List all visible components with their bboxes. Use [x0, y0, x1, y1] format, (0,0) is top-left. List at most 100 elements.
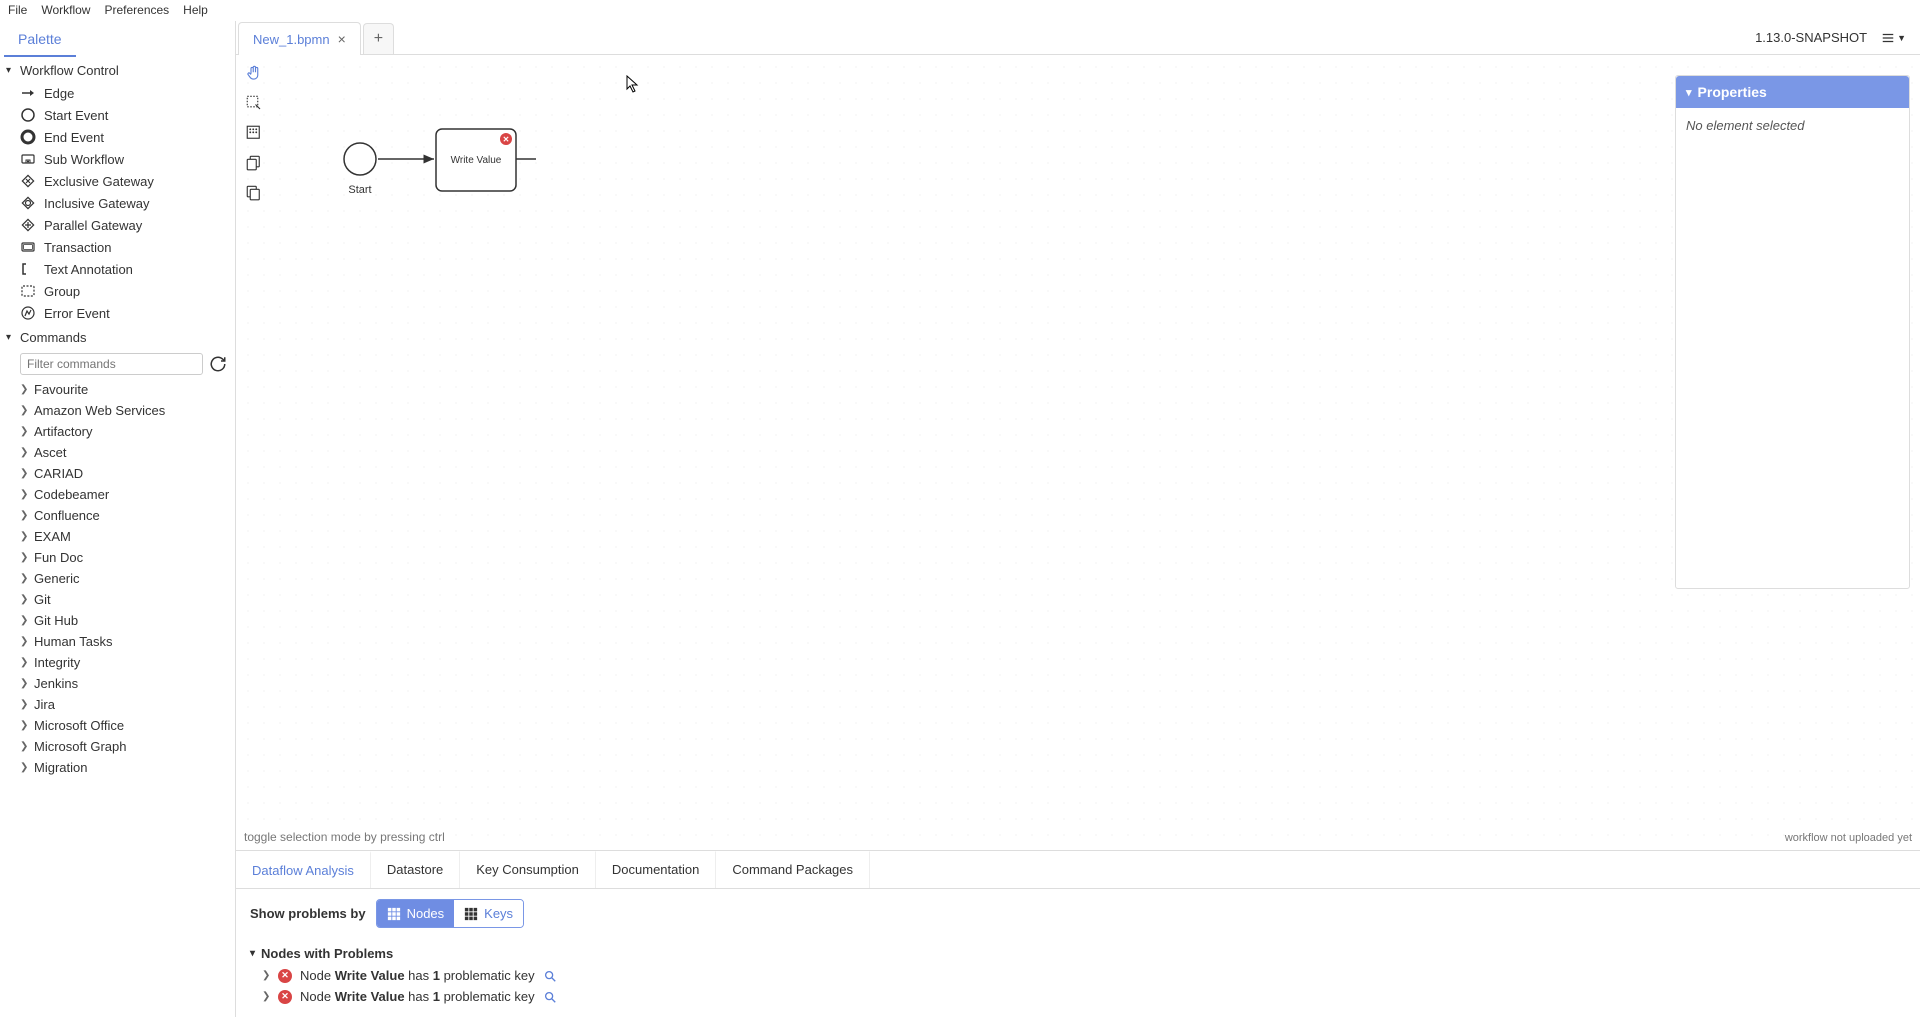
command-group-label: Codebeamer — [34, 487, 109, 502]
chevron-right-icon: ❯ — [20, 636, 28, 647]
palette-item-group[interactable]: Group — [0, 280, 235, 302]
refresh-icon[interactable] — [209, 355, 227, 373]
command-group-migration[interactable]: ❯Migration — [0, 757, 235, 778]
palette-item-label: Parallel Gateway — [44, 218, 142, 233]
command-group-confluence[interactable]: ❯ Confluence — [0, 505, 235, 526]
workflow-control-section[interactable]: ▾ Workflow Control — [0, 57, 235, 82]
command-group-label: Jira — [34, 697, 55, 712]
text-annotation-icon — [20, 261, 36, 277]
chevron-right-icon: ❯ — [20, 510, 28, 521]
command-group-integrity[interactable]: ❯Integrity — [0, 652, 235, 673]
command-group-fun-doc[interactable]: ❯ Fun Doc — [0, 547, 235, 568]
hamburger-icon — [1881, 31, 1895, 45]
palette-item-sub-workflow[interactable]: Sub Workflow — [0, 148, 235, 170]
command-group-amazon-web-services[interactable]: ❯Amazon Web Services — [0, 400, 235, 421]
grid-icon — [387, 907, 401, 921]
command-group-label: Favourite — [34, 382, 88, 397]
command-group-generic[interactable]: ❯Generic — [0, 568, 235, 589]
properties-panel: ▾ Properties No element selected — [1675, 75, 1910, 589]
command-group-label: Ascet — [34, 445, 67, 460]
problem-row[interactable]: ❯ ✕ Node Write Value has 1 problematic key — [250, 986, 1906, 1007]
magnifier-icon[interactable] — [543, 969, 557, 983]
palette-item-end-event[interactable]: End Event — [0, 126, 235, 148]
command-group-jira[interactable]: ❯ Jira — [0, 694, 235, 715]
command-group-favourite[interactable]: ❯Favourite — [0, 379, 235, 400]
bottom-tab-dataflow-analysis[interactable]: Dataflow Analysis — [236, 851, 371, 888]
menu-help[interactable]: Help — [183, 3, 208, 17]
exclusive-gateway-icon — [20, 173, 36, 189]
version-label: 1.13.0-SNAPSHOT — [1755, 30, 1867, 45]
problems-section-title[interactable]: ▾ Nodes with Problems — [250, 942, 1906, 965]
chevron-right-icon: ❯ — [20, 489, 28, 500]
problem-row[interactable]: ❯✕Node Write Value has 1 problematic key — [250, 965, 1906, 986]
close-icon[interactable]: × — [338, 31, 346, 47]
command-group-label: Amazon Web Services — [34, 403, 165, 418]
palette-tab[interactable]: Palette — [4, 21, 76, 57]
palette-item-transaction[interactable]: Transaction — [0, 236, 235, 258]
problem-text: Node Write Value has 1 problematic key — [300, 989, 535, 1004]
toggle-nodes[interactable]: Nodes — [377, 900, 455, 927]
commands-section[interactable]: ▾ Commands — [0, 324, 235, 349]
chevron-right-icon: ❯ — [20, 468, 28, 479]
command-group-git-hub[interactable]: ❯ Git Hub — [0, 610, 235, 631]
command-group-human-tasks[interactable]: ❯Human Tasks — [0, 631, 235, 652]
bottom-tab-datastore[interactable]: Datastore — [371, 851, 460, 888]
start-label: Start — [348, 184, 371, 196]
menu-file[interactable]: File — [8, 3, 27, 17]
command-group-jenkins[interactable]: ❯Jenkins — [0, 673, 235, 694]
start-event-node[interactable] — [344, 143, 376, 175]
chevron-right-icon: ❯ — [20, 699, 28, 710]
palette-item-edge[interactable]: Edge — [0, 82, 235, 104]
bottom-tab-command-packages[interactable]: Command Packages — [716, 851, 870, 888]
chevron-right-icon: ❯ — [20, 594, 28, 605]
palette-item-start-event[interactable]: Start Event — [0, 104, 235, 126]
chevron-down-icon: ▾ — [6, 332, 16, 343]
command-group-microsoft-office[interactable]: ❯Microsoft Office — [0, 715, 235, 736]
chevron-down-icon: ▾ — [6, 65, 16, 76]
properties-body: No element selected — [1676, 108, 1909, 588]
command-group-label: Integrity — [34, 655, 80, 670]
properties-header[interactable]: ▾ Properties — [1676, 76, 1909, 108]
toggle-keys[interactable]: Keys — [454, 900, 523, 927]
command-group-label: Confluence — [34, 508, 100, 523]
command-group-microsoft-graph[interactable]: ❯Microsoft Graph — [0, 736, 235, 757]
palette-item-inclusive-gateway[interactable]: Inclusive Gateway — [0, 192, 235, 214]
command-group-artifactory[interactable]: ❯Artifactory — [0, 421, 235, 442]
chevron-right-icon: ❯ — [262, 991, 270, 1002]
palette-item-parallel-gateway[interactable]: Parallel Gateway — [0, 214, 235, 236]
problems-title-label: Nodes with Problems — [261, 946, 393, 961]
command-group-exam[interactable]: ❯EXAM — [0, 526, 235, 547]
chevron-right-icon: ❯ — [20, 615, 28, 626]
command-group-ascet[interactable]: ❯Ascet — [0, 442, 235, 463]
caret-down-icon: ▼ — [1897, 33, 1906, 43]
palette-item-error-event[interactable]: Error Event — [0, 302, 235, 324]
command-group-git[interactable]: ❯ Git — [0, 589, 235, 610]
command-group-label: EXAM — [34, 529, 71, 544]
command-group-label: Artifactory — [34, 424, 93, 439]
new-tab-button[interactable]: + — [363, 23, 394, 54]
command-group-label: Fun Doc — [34, 550, 83, 565]
command-group-codebeamer[interactable]: ❯ Codebeamer — [0, 484, 235, 505]
hamburger-menu[interactable]: ▼ — [1881, 31, 1906, 45]
canvas[interactable]: Start ✕ Write Value ✕ Write Value End — [236, 55, 1920, 850]
menu-workflow[interactable]: Workflow — [41, 3, 90, 17]
magnifier-icon[interactable] — [543, 990, 557, 1004]
filter-commands-input[interactable] — [20, 353, 203, 375]
tab-file[interactable]: New_1.bpmn × — [238, 22, 361, 55]
parallel-gateway-icon — [20, 217, 36, 233]
menu-preferences[interactable]: Preferences — [104, 3, 169, 17]
command-group-label: Microsoft Graph — [34, 739, 126, 754]
palette-item-exclusive-gateway[interactable]: Exclusive Gateway — [0, 170, 235, 192]
palette-item-label: Start Event — [44, 108, 108, 123]
chevron-right-icon: ❯ — [20, 552, 28, 563]
error-icon: ✕ — [278, 990, 292, 1004]
palette-item-text-annotation[interactable]: Text Annotation — [0, 258, 235, 280]
command-group-label: Git — [34, 592, 51, 607]
bottom-tab-documentation[interactable]: Documentation — [596, 851, 716, 888]
command-group-label: Git Hub — [34, 613, 78, 628]
bottom-tab-key-consumption[interactable]: Key Consumption — [460, 851, 596, 888]
problems-toggle: Nodes Keys — [376, 899, 524, 928]
command-group-cariad[interactable]: ❯CARIAD — [0, 463, 235, 484]
palette-item-label: End Event — [44, 130, 104, 145]
sidebar: Palette ▾ Workflow Control Edge Start Eve… — [0, 21, 236, 1017]
